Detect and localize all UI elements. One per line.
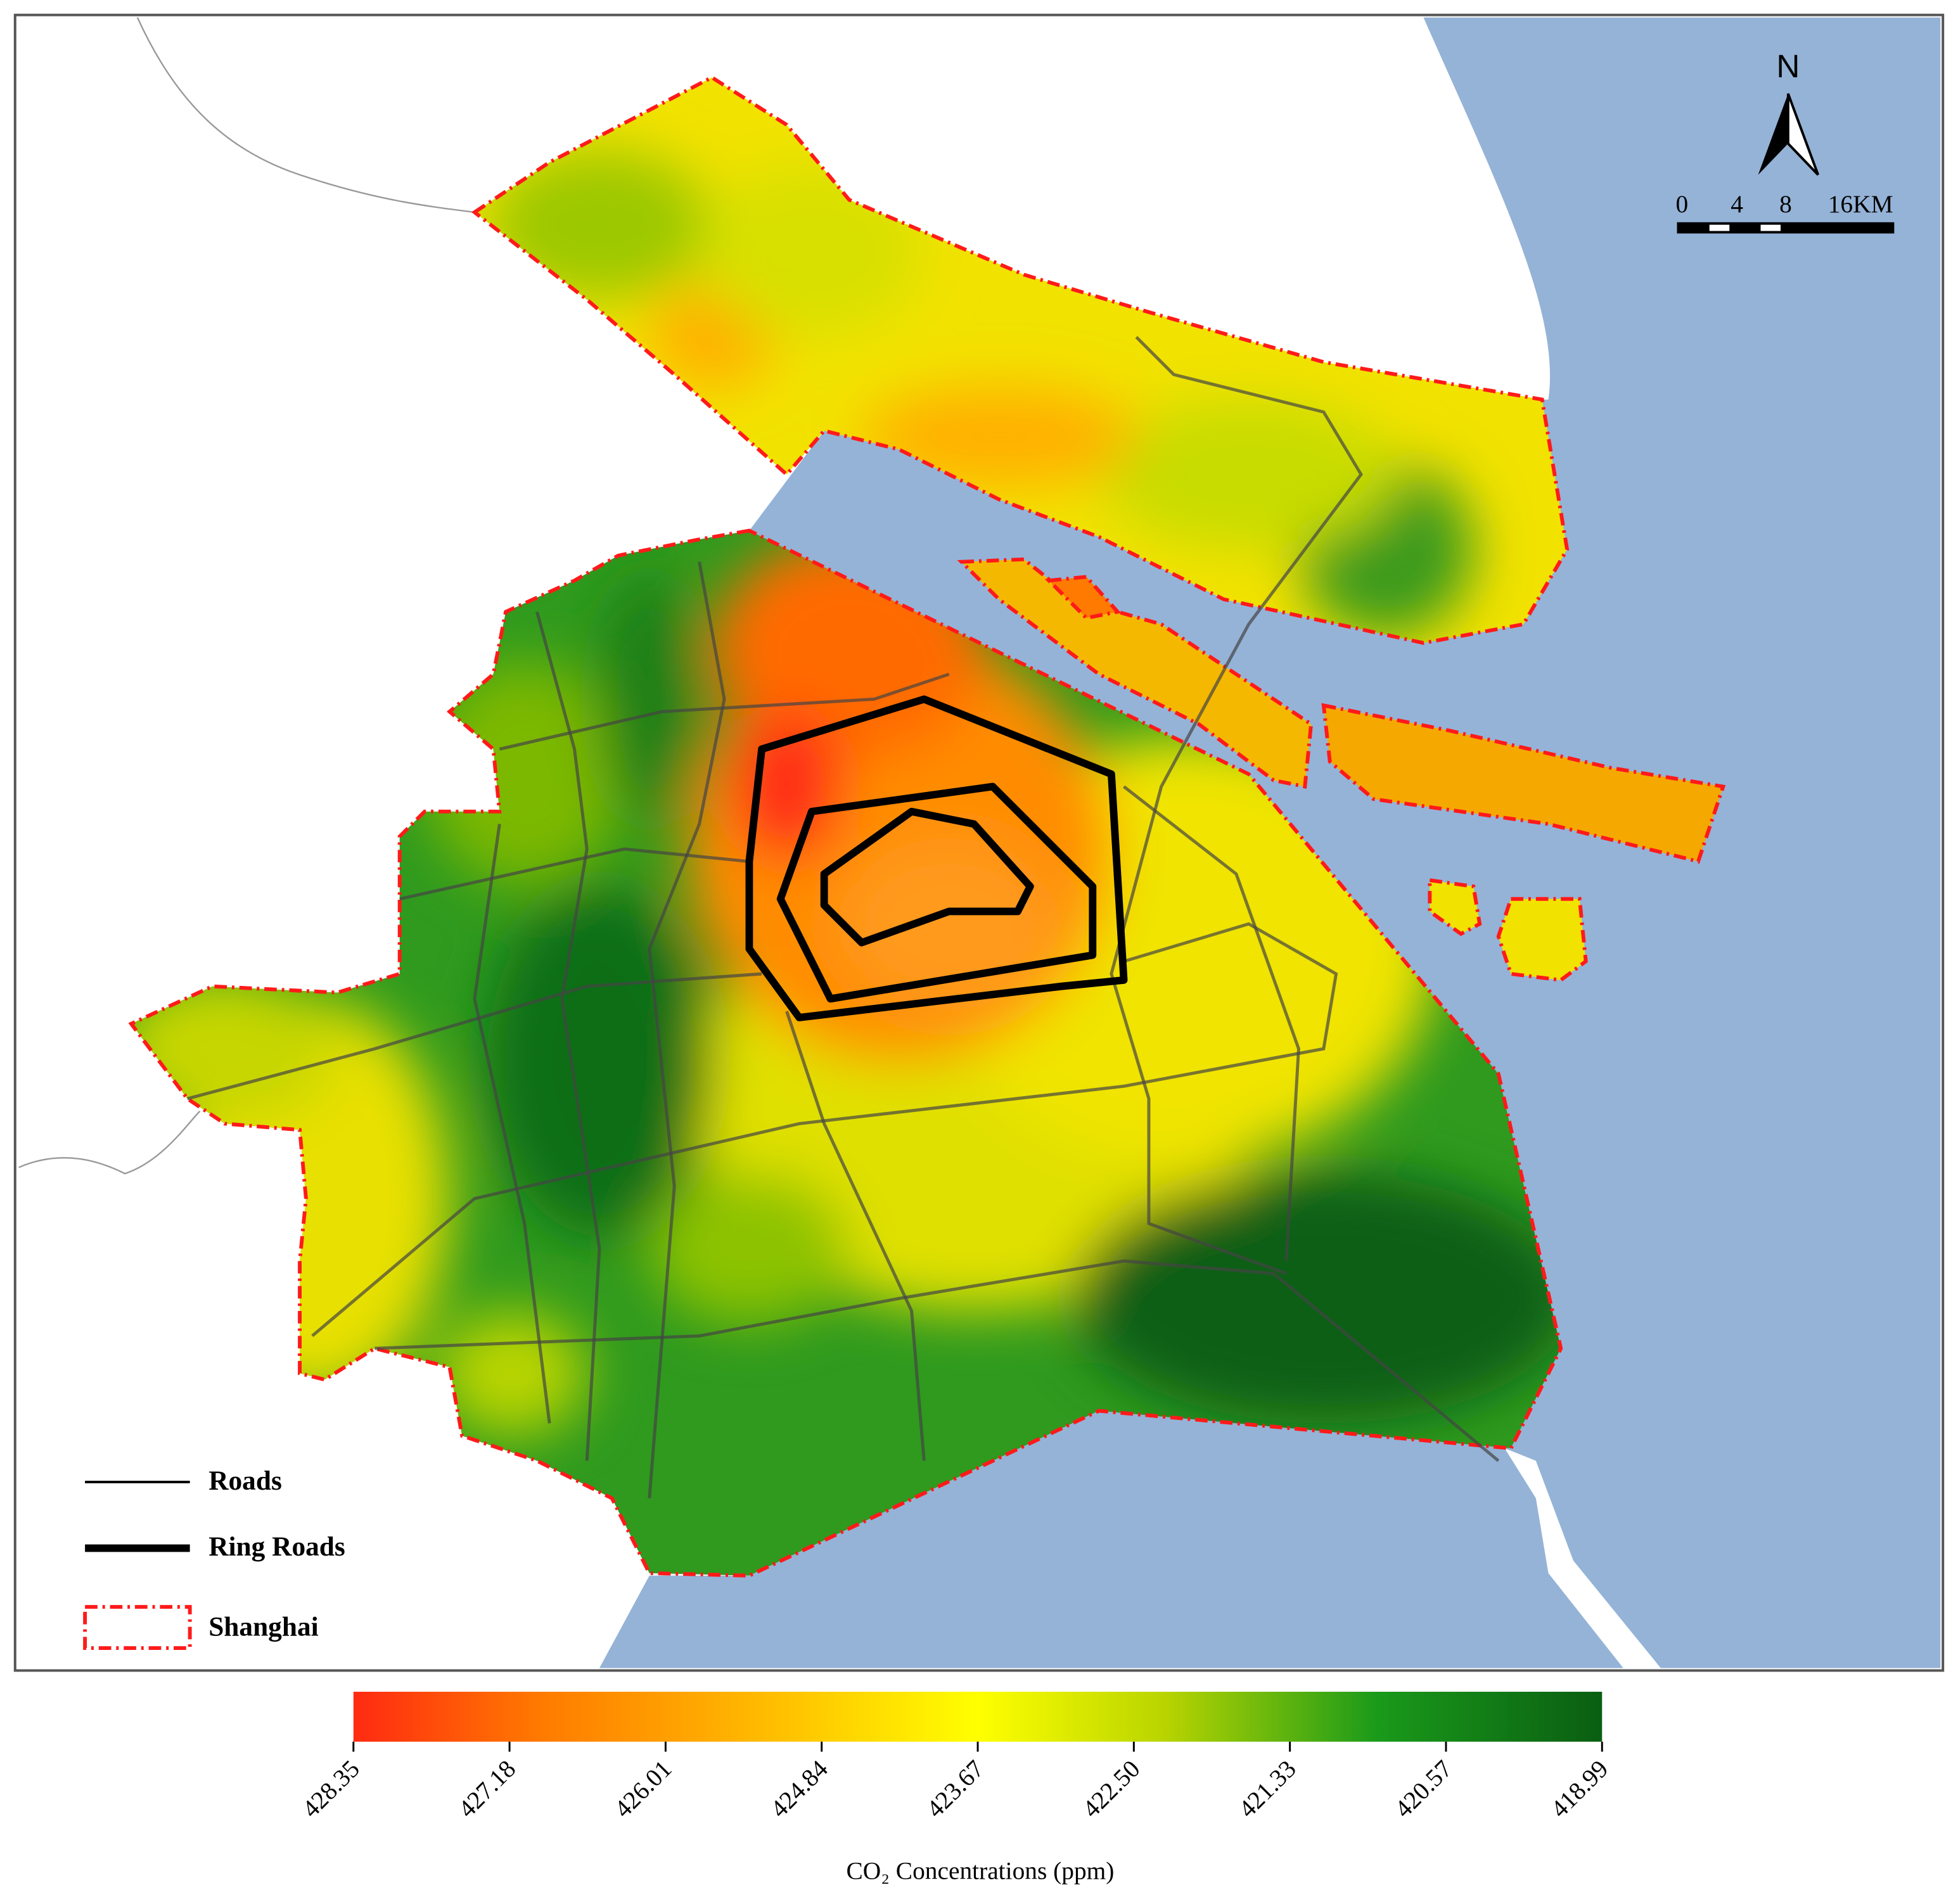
legend-label: Shanghai: [208, 1611, 318, 1642]
colorbar-tick-label: 422.50: [1077, 1754, 1146, 1823]
scale-bar: 0 4 8 16KM: [1676, 190, 1895, 234]
scale-label: 16KM: [1828, 190, 1893, 218]
legend-boundary-symbol: [83, 1605, 192, 1651]
province-boundary: [18, 17, 475, 1175]
colorbar-tick-label: 420.57: [1389, 1754, 1457, 1823]
colorbar-ramp: [353, 1692, 1603, 1742]
scale-label: 0: [1676, 190, 1689, 218]
north-label: N: [1776, 48, 1800, 84]
legend-label: Ring Roads: [208, 1531, 345, 1562]
colorbar-tick-label: 418.99: [1545, 1754, 1614, 1823]
river-bank: [1504, 1448, 1661, 1668]
colorbar: CO₂ Concentrations (ppm) 428.35 427.18 426…: [297, 1692, 1613, 1885]
colorbar-tick-label: 424.84: [765, 1754, 833, 1823]
colorbar-tick-label: 426.01: [609, 1754, 677, 1823]
colorbar-tick-label: 427.18: [453, 1754, 521, 1823]
scale-label: 4: [1731, 190, 1743, 218]
ring-roads: [745, 695, 1128, 1021]
roads: [187, 336, 1500, 1498]
colorbar-tick-label: 428.35: [297, 1754, 365, 1823]
colorbar-label: CO₂ Concentrations (ppm): [847, 1857, 1115, 1885]
colorbar-tick-label: 421.33: [1233, 1754, 1302, 1823]
legend: Roads Ring Roads Shanghai: [83, 1466, 345, 1651]
islands: [957, 557, 1726, 982]
scale-label: 8: [1779, 190, 1792, 218]
colorbar-tick-label: 423.67: [921, 1754, 990, 1823]
legend-label: Roads: [208, 1466, 282, 1496]
north-arrow: N: [1758, 48, 1820, 176]
